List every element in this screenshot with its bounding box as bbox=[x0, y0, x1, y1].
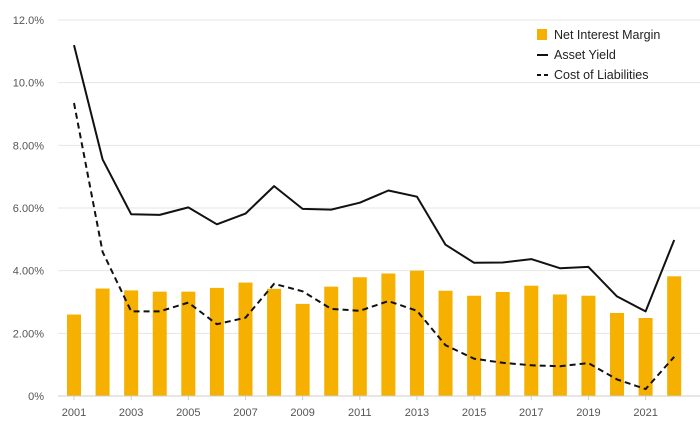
bar bbox=[638, 317, 653, 396]
y-tick-label: 4.00% bbox=[13, 266, 44, 278]
bar bbox=[295, 303, 310, 396]
x-tick-label: 2011 bbox=[348, 407, 372, 419]
bar bbox=[67, 314, 81, 396]
bar bbox=[581, 295, 596, 396]
bar bbox=[667, 276, 682, 396]
y-tick-label: 12.0% bbox=[13, 15, 44, 27]
bars bbox=[67, 270, 682, 396]
legend-item-net-interest-margin: Net Interest Margin bbox=[537, 28, 660, 42]
bar bbox=[552, 294, 567, 396]
legend-swatch-bar bbox=[537, 29, 547, 40]
bar bbox=[152, 291, 167, 396]
bar bbox=[610, 312, 625, 396]
bar bbox=[409, 270, 424, 396]
y-tick-labels: 0% 2.00% 4.00% 6.00% 8.00% 10.0% 12.0% bbox=[13, 15, 44, 403]
y-tick-label: 6.00% bbox=[13, 203, 44, 215]
x-tick-label: 2009 bbox=[290, 407, 314, 419]
bar bbox=[524, 285, 539, 396]
legend-label-asset-yield: Asset Yield bbox=[554, 48, 616, 62]
legend-label-cost-of-liabilities: Cost of Liabilities bbox=[554, 68, 649, 82]
x-tick-label: 2001 bbox=[62, 407, 86, 419]
legend: Net Interest Margin Asset Yield Cost of … bbox=[537, 28, 660, 82]
bar bbox=[324, 286, 339, 396]
y-tick-label: 10.0% bbox=[13, 78, 44, 90]
bar bbox=[267, 288, 282, 396]
bar bbox=[438, 290, 453, 396]
bar bbox=[467, 295, 482, 396]
bar bbox=[124, 290, 139, 396]
x-tick-label: 2007 bbox=[233, 407, 257, 419]
x-tick-label: 2021 bbox=[633, 407, 657, 419]
bar bbox=[209, 287, 224, 396]
cost-of-liabilities-line bbox=[73, 102, 675, 391]
legend-label-net-interest-margin: Net Interest Margin bbox=[554, 28, 660, 42]
x-tick-label: 2005 bbox=[176, 407, 200, 419]
grid bbox=[58, 19, 700, 334]
y-tick-label: 8.00% bbox=[13, 140, 44, 152]
bar bbox=[238, 282, 253, 396]
bar bbox=[381, 273, 396, 396]
y-tick-label: 2.00% bbox=[13, 328, 44, 340]
y-tick-label: 0% bbox=[28, 391, 44, 403]
x-tick-label: 2015 bbox=[462, 407, 486, 419]
lines bbox=[73, 44, 676, 391]
bar bbox=[181, 291, 196, 396]
asset-yield-line bbox=[73, 44, 676, 313]
x-tick-label: 2019 bbox=[576, 407, 600, 419]
bar bbox=[95, 288, 110, 396]
bar bbox=[495, 291, 510, 396]
legend-item-asset-yield: Asset Yield bbox=[537, 48, 616, 62]
bar bbox=[352, 277, 367, 396]
x-tick-labels: 2001 2003 2005 2007 2009 2011 2013 2015 2017 2019… bbox=[62, 396, 658, 419]
x-tick-label: 2003 bbox=[119, 407, 143, 419]
x-tick-label: 2017 bbox=[519, 407, 543, 419]
legend-item-cost-of-liabilities: Cost of Liabilities bbox=[537, 68, 649, 82]
x-tick-label: 2013 bbox=[405, 407, 429, 419]
